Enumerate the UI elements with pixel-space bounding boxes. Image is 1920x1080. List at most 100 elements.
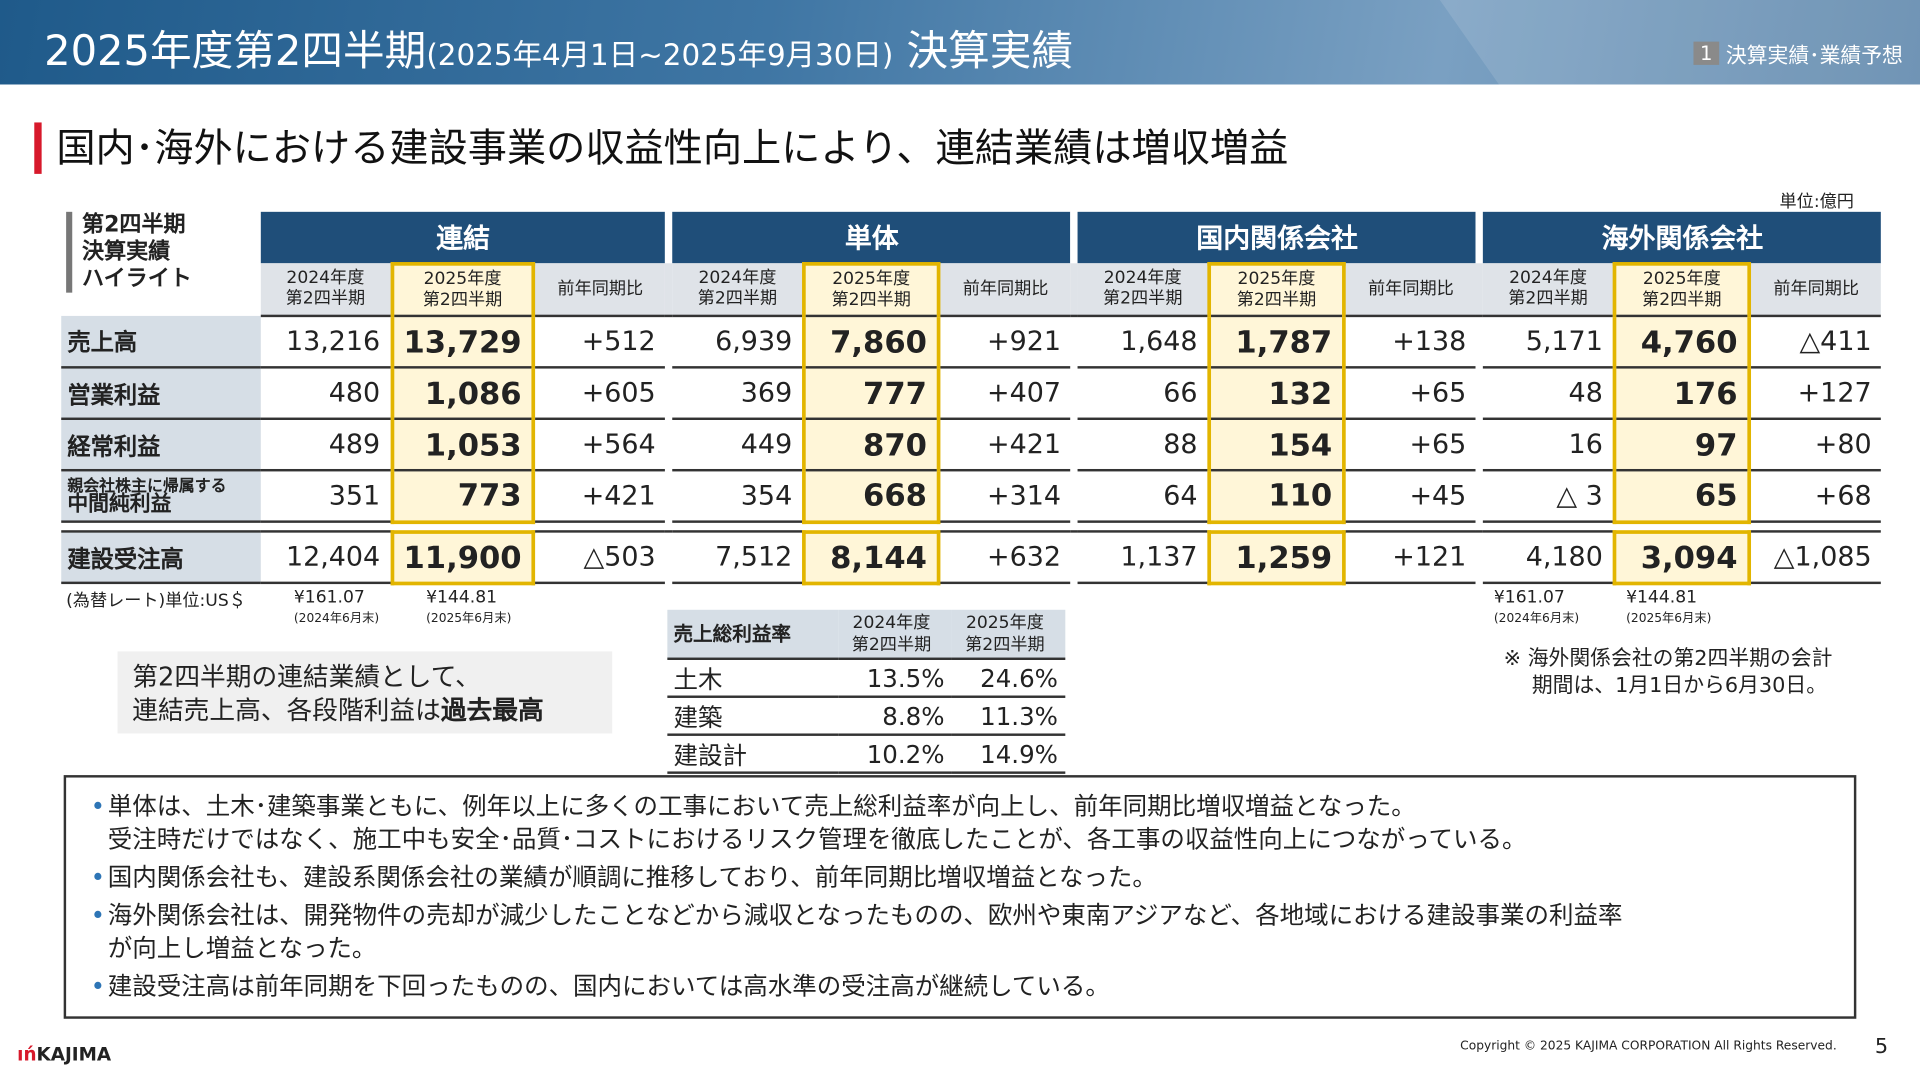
value-diff: +512 [533,315,666,369]
page-number: 5 [1874,1034,1889,1060]
gap-cell [1614,521,1750,532]
gap-cell [1749,521,1882,533]
value-prev: 48 [1483,367,1615,421]
margin-label: 建設計 [667,734,839,774]
gap-cell [1209,521,1344,532]
table-row: 建設受注高 12,404 11,900 △503 7,512 8,144 +632 1,137… [61,529,1882,585]
bullet-line: 海外関係会社は、開発物件の売却が減少したことなどから減収となったものの、欧州や東… [107,900,1623,930]
title-period: (2025年4月1日~2025年9月30日) [426,37,894,73]
value-curr: 777 [802,367,941,421]
fx-prev-value: ¥161.07 [1493,587,1565,608]
gap-cell [1078,521,1210,533]
spacer [1070,211,1079,264]
fx-curr-value: ¥144.81 [426,587,498,608]
gap-cell [803,521,939,532]
highlight-label: 第2四半期 決算実績 ハイライト [66,211,192,293]
record-callout: 第2四半期の連結業績として、 連結売上高、各段階利益は過去最高 [117,651,613,734]
value-diff: +65 [1343,367,1477,421]
gap-cell [1483,521,1615,533]
title-main: 2025年度第2四半期 [44,26,427,76]
value-curr: 154 [1207,418,1346,472]
value-curr: 1,086 [389,367,536,421]
value-curr: 8,144 [802,529,941,585]
value-prev: 351 [260,470,392,523]
value-curr: 1,259 [1207,529,1346,585]
value-prev: 4,180 [1483,531,1615,585]
subheader-line: 2025年度 [1237,269,1316,289]
table-row: 経常利益 489 1,053 +564 449 870 +421 88 154 +65 16 97 +8… [61,418,1882,472]
subheader-prev: 2024年度 第2四半期 [1078,263,1210,318]
corner-cell [61,211,261,264]
subheader-line: 2024年度 [698,268,777,288]
bullet-item: 建設受注高は前年同期を下回ったものの、国内においては高水準の受注高が継続している… [91,970,1830,1003]
value-prev: 12,404 [260,531,392,585]
spacer [665,418,673,471]
value-diff: +407 [938,367,1071,421]
value-prev: 5,171 [1483,315,1615,369]
spacer [1070,263,1079,318]
bullet-line: 国内関係会社も、建設系関係会社の業績が順調に推移しており、前年同期比増収増益とな… [107,862,1157,892]
subheader-line: 第2四半期 [285,288,366,309]
gap-cell [533,521,666,533]
copyright: Copyright © 2025 KAJIMA CORPORATION All … [1460,1039,1837,1054]
group-header: 海外関係会社 [1483,211,1882,264]
subheader-diff: 前年同期比 [533,263,666,318]
spacer [1476,521,1484,533]
subheader-curr: 2025年度 第2四半期 [1207,261,1346,318]
highlight-label-line: 第2四半期 [82,211,186,238]
headline: 国内･海外における建設事業の収益性向上により、連結業績は増収増益 [34,122,1288,174]
margin-label: 土木 [667,658,839,698]
value-prev: 480 [260,367,392,421]
value-prev: 13,216 [260,315,392,369]
margin-label: 建築 [667,696,839,736]
subheader-line: 第2四半期 [1102,288,1183,309]
value-curr: 13,729 [389,315,536,369]
value-diff: +921 [938,315,1071,369]
subheader-line: 第2四半期 [697,288,778,309]
row-label: 親会社株主に帰属する 中間純利益 [61,470,261,523]
title-suffix: 決算実績 [906,26,1074,76]
subheader-line: 2024年度 [1103,268,1182,288]
table-row: 売上高 13,216 13,729 +512 6,939 7,860 +921 1,648 1,… [61,315,1882,369]
logo-text: KAJIMA [36,1043,112,1066]
value-curr: 773 [389,470,536,524]
spacer [665,470,673,522]
value-diff: △411 [1749,315,1882,369]
subheader-curr: 2025年度 第2四半期 [802,261,941,318]
spacer [1070,531,1079,583]
value-prev: 489 [260,418,392,472]
margin-header-row: 売上総利益率 2024年度 第2四半期 2025年度 第2四半期 [667,609,1066,661]
spacer [665,367,673,419]
logo-mark-icon: ıń [17,1043,37,1066]
overseas-note: ※ 海外関係会社の第2四半期の会計 期間は、1月1日から6月30日。 [1504,645,1833,699]
subheader-line: 第2四半期 [422,289,503,310]
table-row: 営業利益 480 1,086 +605 369 777 +407 66 132 +65 48 176 +… [61,367,1882,421]
gap-row [61,521,1882,533]
spacer [1476,367,1484,419]
value-diff: +421 [938,418,1071,472]
value-diff: +45 [1343,470,1477,523]
value-curr: 7,860 [802,315,941,369]
value-diff: +68 [1749,470,1882,523]
spacer [1070,470,1079,522]
section-label: 決算実績･業績予想 [1725,44,1903,69]
spacer [1476,263,1484,318]
spacer [1070,521,1079,533]
subheader-line: 2025年度 [1642,269,1721,289]
spacer [665,531,673,583]
fx-prev-note: (2024年6月末) [293,612,380,626]
value-diff: △1,085 [1749,531,1882,585]
value-curr: 870 [802,418,941,472]
value-curr: 65 [1612,470,1752,524]
row-label: 売上高 [61,315,261,369]
margin-value: 13.5% [838,658,952,698]
results-table: 連結 単体 国内関係会社 海外関係会社 2024年度 第2四半期 2025年度 第2四半期 前年… [61,211,1882,585]
callout-line: 第2四半期の連結業績として、 [132,662,481,692]
col-line: 2024年度 [852,612,931,633]
value-prev: 369 [672,367,804,421]
kajima-logo: ıńKAJIMA [17,1043,111,1065]
subheader-diff: 前年同期比 [1749,263,1882,318]
note-line: ※ 海外関係会社の第2四半期の会計 [1503,646,1833,672]
spacer [1070,315,1079,368]
value-prev: 66 [1078,367,1210,421]
